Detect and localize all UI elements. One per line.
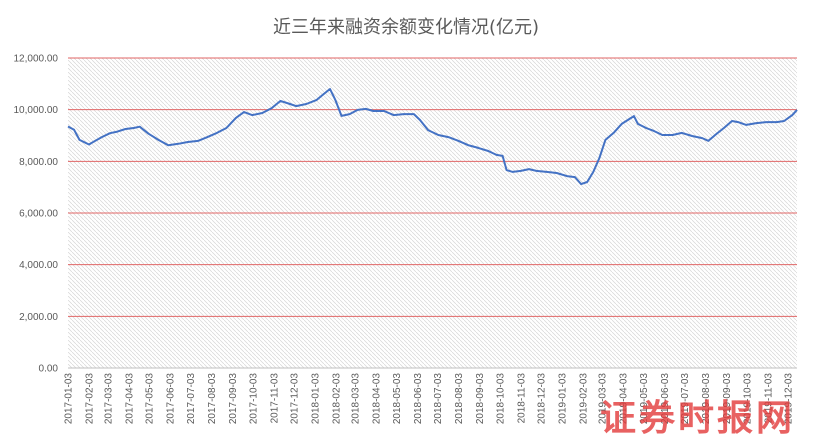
y-axis-labels: 0.00 2,000.00 4,000.00 6,000.00 8,000.00 10,0… [14, 54, 59, 375]
y-tick-label: 10,000.00 [14, 105, 59, 116]
x-tick-label: 2017-04-03 [124, 373, 135, 425]
x-tick-label: 2018-02-03 [332, 373, 343, 425]
x-tick-label: 2019-09-03 [722, 373, 733, 425]
x-tick-label: 2019-03-03 [598, 373, 609, 425]
x-tick-label: 2018-12-03 [537, 373, 548, 425]
y-tick-label: 12,000.00 [14, 54, 59, 65]
x-tick-label: 2019-01-03 [558, 373, 569, 425]
x-tick-label: 2017-01-03 [64, 373, 75, 425]
x-tick-label: 2017-08-03 [207, 373, 218, 425]
x-tick-label: 2018-07-03 [433, 373, 444, 425]
x-tick-label: 2019-06-03 [660, 373, 671, 425]
y-tick-label: 0.00 [39, 364, 59, 375]
x-tick-label: 2018-04-03 [371, 373, 382, 425]
x-tick-label: 2018-09-03 [475, 373, 486, 425]
x-axis-labels: 2017-01-03 2017-02-03 2017-03-03 2017-04-03… [64, 373, 795, 425]
x-tick-label: 2019-10-03 [742, 373, 753, 425]
x-tick-label: 2017-09-03 [228, 373, 239, 425]
y-tick-label: 4,000.00 [19, 260, 58, 271]
x-tick-label: 2019-02-03 [579, 373, 590, 425]
x-tick-label: 2019-11-03 [763, 373, 774, 424]
y-tick-label: 8,000.00 [19, 157, 58, 168]
x-tick-label: 2019-12-03 [784, 373, 795, 425]
x-tick-label: 2017-05-03 [145, 373, 156, 425]
x-tick-label: 2018-05-03 [392, 373, 403, 425]
series-line [67, 88, 798, 186]
x-tick-label: 2019-08-03 [701, 373, 712, 425]
x-tick-label: 2017-06-03 [166, 373, 177, 425]
x-tick-label: 2018-08-03 [454, 373, 465, 425]
x-tick-label: 2017-11-03 [269, 373, 280, 424]
x-tick-label: 2018-11-03 [516, 373, 527, 424]
watermark: 证券时报网 [600, 397, 795, 439]
y-tick-label: 6,000.00 [19, 209, 58, 220]
x-tick-label: 2017-10-03 [248, 373, 259, 425]
y-tick-label: 2,000.00 [19, 312, 58, 323]
x-tick-label: 2019-05-03 [639, 373, 650, 425]
series-layer [67, 88, 798, 186]
chart-title: 近三年来融资余额变化情况(亿元) [273, 17, 539, 38]
x-tick-label: 2017-03-03 [103, 373, 114, 425]
x-tick-label: 2017-12-03 [290, 373, 301, 425]
x-tick-label: 2018-01-03 [311, 373, 322, 425]
x-tick-label: 2018-03-03 [350, 373, 361, 425]
x-tick-label: 2019-07-03 [680, 373, 691, 425]
x-tick-label: 2017-07-03 [186, 373, 197, 425]
x-tick-label: 2018-10-03 [495, 373, 506, 425]
x-tick-label: 2019-04-03 [619, 373, 630, 425]
x-tick-label: 2017-02-03 [84, 373, 95, 425]
x-tick-label: 2018-06-03 [413, 373, 424, 425]
gridlines [68, 57, 797, 369]
